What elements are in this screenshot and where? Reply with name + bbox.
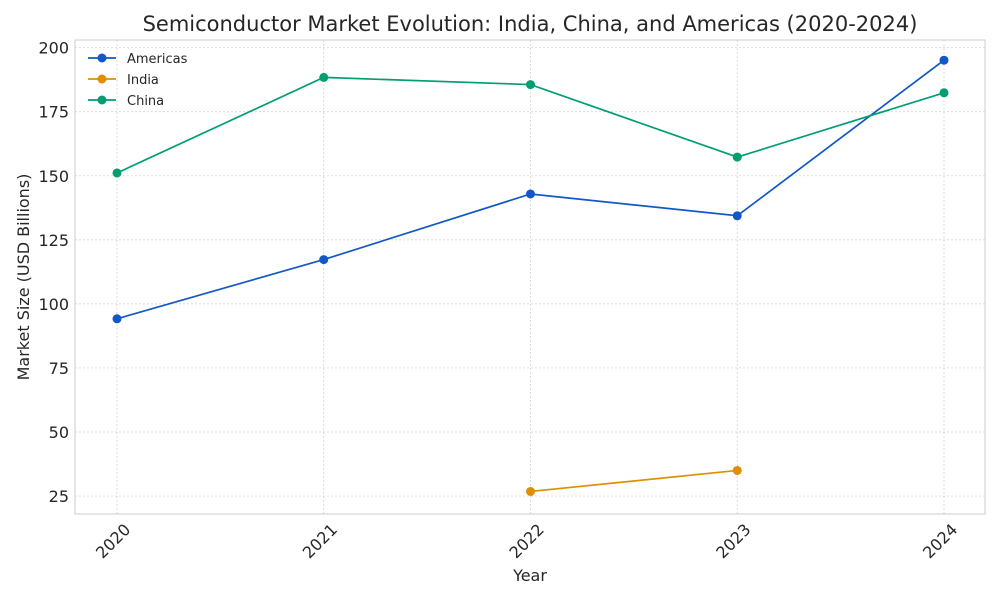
data-point — [526, 80, 535, 90]
legend-item: India — [88, 73, 159, 88]
y-axis-label: Market Size (USD Billions) — [14, 174, 33, 381]
legend-marker — [97, 74, 107, 84]
legend-label: China — [127, 94, 164, 109]
data-point — [939, 55, 949, 65]
series-americas — [112, 55, 949, 324]
data-point — [112, 314, 122, 324]
plot-frame — [74, 39, 986, 515]
y-tick-label: 25 — [49, 487, 69, 506]
legend-marker — [97, 95, 107, 105]
y-tick-label: 150 — [38, 167, 69, 186]
data-point — [732, 465, 742, 475]
series-india — [526, 465, 742, 496]
data-point — [939, 88, 949, 98]
y-tick-label: 200 — [38, 39, 69, 58]
data-point — [319, 72, 329, 82]
y-tick-label: 175 — [38, 103, 69, 122]
legend: Americas India China — [88, 52, 188, 109]
legend-marker — [97, 53, 107, 63]
series-line — [530, 469, 738, 493]
series-china — [112, 72, 949, 178]
grid — [75, 40, 985, 514]
data-point — [112, 168, 122, 178]
data-point — [732, 152, 742, 162]
y-tick-label: 125 — [38, 231, 69, 250]
data-point — [732, 211, 742, 221]
x-axis-label: Year — [512, 566, 547, 585]
data-point — [526, 486, 535, 496]
y-tick-label: 50 — [49, 423, 69, 442]
chart-title: Semiconductor Market Evolution: India, C… — [143, 12, 918, 36]
data-point — [319, 255, 329, 265]
legend-item: China — [88, 94, 164, 109]
legend-label: India — [127, 73, 159, 88]
y-axis-ticks: 25 50 75 100 125 150 175 200 — [38, 39, 69, 506]
legend-item: Americas — [88, 52, 188, 67]
legend-label: Americas — [127, 52, 188, 67]
data-point — [526, 189, 535, 199]
series-layer — [112, 55, 949, 496]
y-tick-label: 75 — [49, 359, 69, 378]
y-tick-label: 100 — [38, 295, 69, 314]
